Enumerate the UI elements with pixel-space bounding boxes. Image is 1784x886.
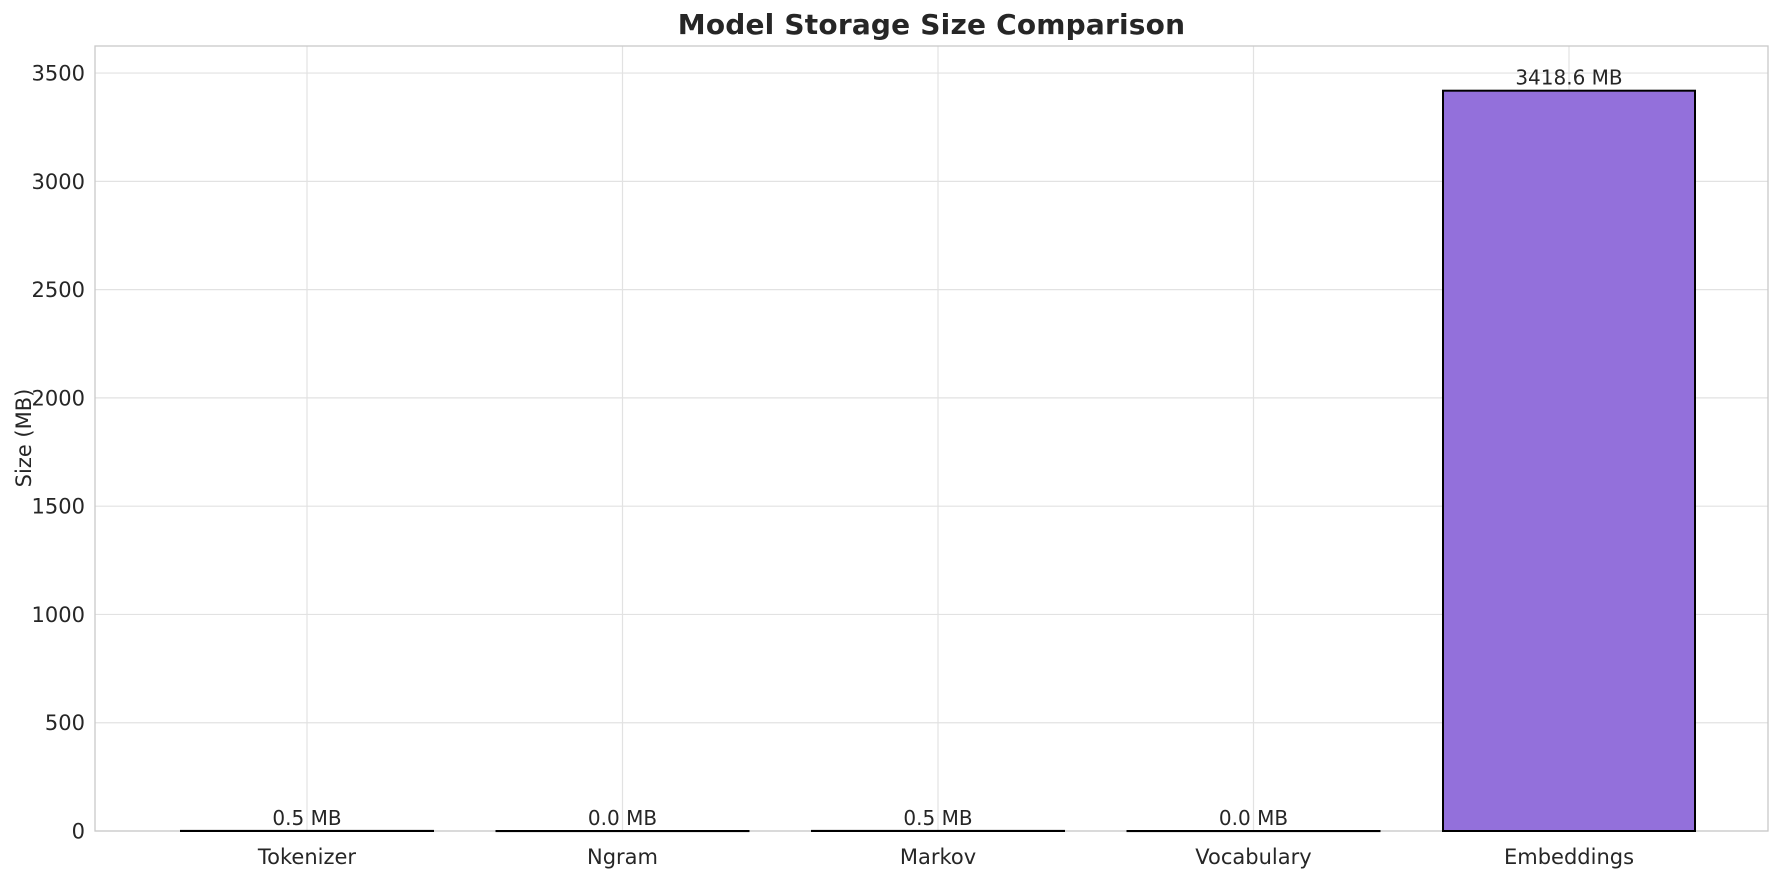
y-tick-label: 1000	[32, 603, 85, 627]
x-tick-label: Embeddings	[1504, 845, 1634, 869]
y-tick-label: 3000	[32, 170, 85, 194]
y-tick-label: 1500	[32, 495, 85, 519]
x-tick-label: Vocabulary	[1195, 845, 1311, 869]
bar-value-label: 0.0 MB	[1219, 806, 1288, 830]
x-tick-label: Ngram	[587, 845, 658, 869]
chart-title: Model Storage Size Comparison	[677, 8, 1186, 41]
y-tick-label: 500	[45, 711, 85, 735]
bar-value-label: 0.0 MB	[588, 806, 657, 830]
bar-value-label: 0.5 MB	[903, 806, 972, 830]
y-tick-label: 3500	[32, 62, 85, 86]
y-tick-label: 2500	[32, 278, 85, 302]
x-tick-label: Markov	[900, 845, 976, 869]
bar	[1442, 89, 1696, 832]
y-tick-label: 0	[72, 820, 85, 844]
y-tick-label: 2000	[32, 386, 85, 410]
bar-value-label: 0.5 MB	[272, 806, 341, 830]
x-tick-label: Tokenizer	[257, 845, 357, 869]
bar-value-label: 3418.6 MB	[1515, 66, 1622, 90]
